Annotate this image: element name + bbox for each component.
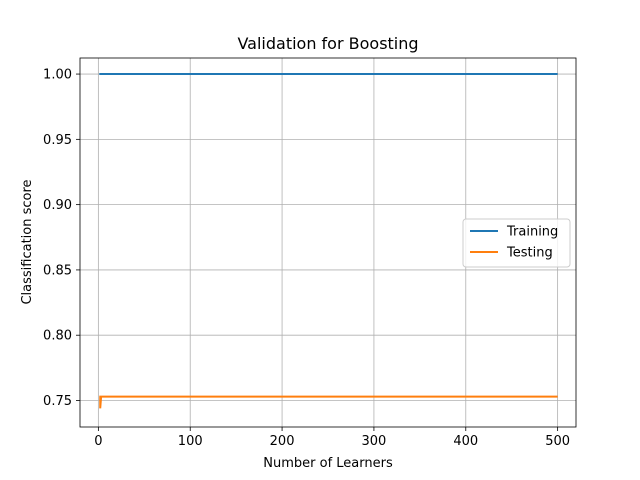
legend-label-testing: Testing	[506, 246, 553, 261]
y-tick-label: 0.75	[43, 394, 72, 409]
x-tick-label: 0	[94, 434, 102, 449]
x-tick-label: 300	[362, 434, 387, 449]
x-tick-label: 500	[545, 434, 570, 449]
x-axis-label: Number of Learners	[263, 456, 393, 471]
x-tick-label: 100	[178, 434, 203, 449]
y-tick-label: 0.85	[43, 263, 72, 278]
y-tick-label: 0.90	[43, 198, 72, 213]
series-line-testing	[99, 395, 558, 409]
y-axis-ticks: 0.75 0.80 0.85 0.90 0.95 1.00	[43, 68, 80, 409]
y-tick-label: 1.00	[43, 68, 72, 83]
series-lines	[99, 73, 558, 409]
plot-frame	[79, 57, 577, 428]
legend-label-training: Training	[506, 225, 558, 240]
x-tick-label: 400	[453, 434, 478, 449]
x-axis-ticks: 0 100 200 300 400 500	[94, 427, 570, 449]
y-axis-label: Classification score	[20, 179, 35, 304]
x-tick-label: 200	[270, 434, 295, 449]
chart-title: Validation for Boosting	[237, 34, 418, 53]
y-tick-label: 0.95	[43, 133, 72, 148]
y-tick-label: 0.80	[43, 329, 72, 344]
legend: Training Testing	[462, 218, 571, 268]
